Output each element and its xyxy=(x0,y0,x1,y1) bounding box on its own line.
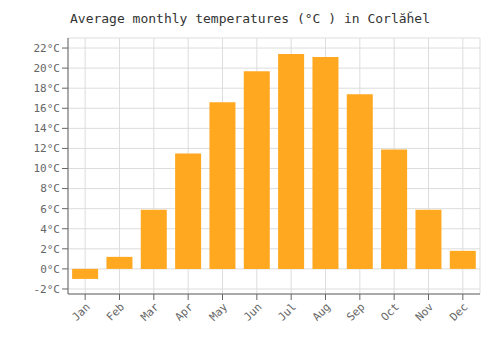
svg-text:-2°C: -2°C xyxy=(34,283,61,296)
svg-text:8°C: 8°C xyxy=(40,182,60,195)
svg-text:2°C: 2°C xyxy=(40,243,60,256)
svg-text:22°C: 22°C xyxy=(34,42,61,55)
svg-text:10°C: 10°C xyxy=(34,162,61,175)
svg-text:16°C: 16°C xyxy=(34,102,61,115)
svg-text:Jun: Jun xyxy=(241,300,264,323)
svg-text:Nov: Nov xyxy=(413,300,437,324)
svg-text:Jan: Jan xyxy=(70,300,93,323)
svg-text:18°C: 18°C xyxy=(34,82,61,95)
svg-text:Mar: Mar xyxy=(138,300,162,324)
svg-text:6°C: 6°C xyxy=(40,203,60,216)
svg-text:Feb: Feb xyxy=(104,300,127,323)
svg-text:0°C: 0°C xyxy=(40,263,60,276)
svg-text:20°C: 20°C xyxy=(34,62,61,75)
svg-text:Oct: Oct xyxy=(379,300,402,323)
svg-text:Aug: Aug xyxy=(310,300,333,323)
svg-text:14°C: 14°C xyxy=(34,122,61,135)
svg-text:Jul: Jul xyxy=(276,300,299,323)
svg-text:12°C: 12°C xyxy=(34,142,61,155)
svg-text:Dec: Dec xyxy=(447,300,470,323)
html-text:Average monthly temperatures (: Average monthly temperatures (°C ) in Co… xyxy=(70,11,430,26)
svg-text:May: May xyxy=(207,300,231,324)
svg-text:Apr: Apr xyxy=(173,300,197,324)
svg-text:4°C: 4°C xyxy=(40,223,60,236)
svg-text:Sep: Sep xyxy=(344,300,367,323)
